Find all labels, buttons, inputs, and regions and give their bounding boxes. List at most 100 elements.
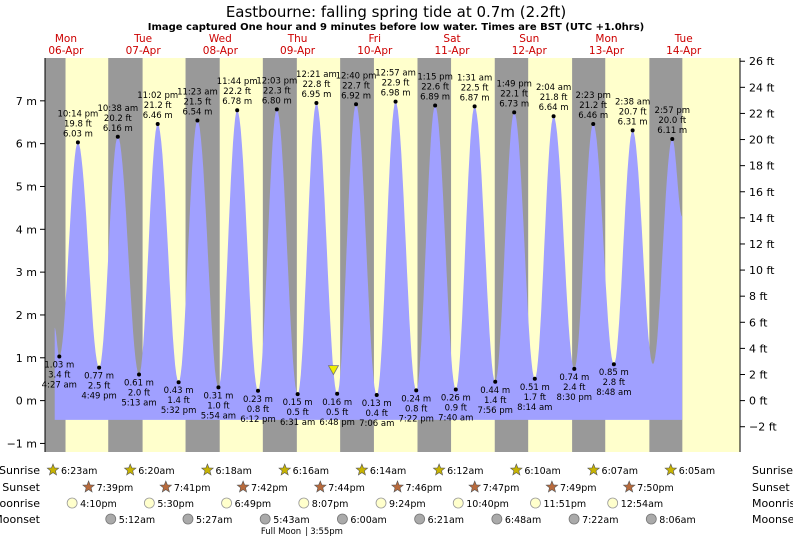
high-tide-label: 12:03 pm <box>256 76 297 86</box>
high-tide-label: 6.11 m <box>657 126 687 136</box>
chart-subtitle: Image captured One hour and 9 minutes be… <box>148 22 645 33</box>
low-tide-label: 0.51 m <box>520 383 550 393</box>
sunrise-star-icon <box>278 463 292 476</box>
low-tide-label: 2.0 ft <box>128 388 151 398</box>
low-tide-point <box>374 393 379 398</box>
sunrise-time: 6:12am <box>447 466 483 477</box>
sunrise-time: 6:23am <box>61 466 97 477</box>
low-tide-point <box>57 354 62 359</box>
left-axis-label: 7 m <box>16 95 37 108</box>
moonrise-icon <box>607 497 619 509</box>
high-tide-label: 6.98 m <box>381 89 411 99</box>
sunset-time: 7:46pm <box>406 483 443 494</box>
low-tide-label: 0.5 ft <box>326 408 349 418</box>
moonset-time: 7:22am <box>582 515 618 526</box>
high-tide-label: 6.78 m <box>222 97 252 107</box>
sunset-time: 7:47pm <box>483 483 520 494</box>
sunrise-star-icon <box>587 463 601 476</box>
sunset-star-icon <box>622 480 636 493</box>
sunset-star-icon <box>313 480 327 493</box>
low-tide-label: 0.9 ft <box>445 403 468 413</box>
right-axis-label: 26 ft <box>749 55 775 68</box>
high-tide-label: 22.2 ft <box>223 87 251 97</box>
high-tide-label: 10:14 pm <box>57 109 98 119</box>
moonrise-time: 12:54am <box>621 499 663 510</box>
moonset-icon <box>645 513 657 525</box>
high-tide-label: 21.2 ft <box>144 101 172 111</box>
right-axis-label: 6 ft <box>749 316 768 329</box>
moonset-icon <box>105 513 117 525</box>
high-tide-point <box>195 118 200 123</box>
low-tide-label: 0.74 m <box>559 373 589 383</box>
day-label-date: 13-Apr <box>589 45 625 57</box>
low-tide-label: 4:27 am <box>42 380 77 390</box>
high-tide-point <box>155 121 160 126</box>
low-tide-label: 7:06 am <box>359 419 394 429</box>
moonrise-time: 6:49pm <box>235 499 272 510</box>
low-tide-label: 0.4 ft <box>366 409 389 419</box>
low-tide-label: 1.4 ft <box>167 396 190 406</box>
high-tide-point <box>354 102 359 107</box>
high-tide-label: 19.8 ft <box>64 119 92 129</box>
low-tide-label: 0.77 m <box>84 372 114 382</box>
day-label-dow: Fri <box>369 33 382 45</box>
low-tide-point <box>176 380 181 385</box>
low-tide-label: 6:31 am <box>280 418 315 428</box>
sunrise-star-icon <box>355 463 369 476</box>
left-axis-label: 5 m <box>16 180 37 193</box>
low-tide-label: 6:12 pm <box>240 415 275 425</box>
moonrise-time: 10:40pm <box>466 499 509 510</box>
high-tide-label: 1:49 pm <box>496 79 531 89</box>
high-tide-label: 11:02 pm <box>137 91 178 101</box>
moonrise-time: 11:51pm <box>543 499 586 510</box>
high-tide-point <box>591 121 596 126</box>
row-label-right: Sunset <box>752 481 790 494</box>
high-tide-label: 6.46 m <box>578 111 608 121</box>
day-labels: Mon06-AprTue07-AprWed08-AprThu09-AprFri1… <box>48 33 702 57</box>
high-tide-point <box>670 136 675 141</box>
high-tide-point <box>472 104 477 109</box>
high-tide-label: 6.92 m <box>341 91 371 101</box>
high-tide-label: 1:31 am <box>457 73 492 83</box>
moonset-icon <box>414 513 426 525</box>
right-axis-label: 18 ft <box>749 160 775 173</box>
day-label-date: 07-Apr <box>126 45 162 57</box>
full-moon-divider: | <box>305 527 308 537</box>
tide-area <box>54 101 683 420</box>
high-tide-label: 21.8 ft <box>540 93 568 103</box>
day-label-date: 06-Apr <box>48 45 84 57</box>
row-label-left: Moonset <box>0 513 41 526</box>
low-tide-label: 1.0 ft <box>207 401 230 411</box>
sunset-time: 7:39pm <box>97 483 134 494</box>
low-tide-label: 5:54 am <box>201 411 236 421</box>
low-tide-label: 8:30 pm <box>557 393 592 403</box>
sunset-star-icon <box>391 480 404 493</box>
left-axis-label: 6 m <box>16 138 37 151</box>
low-tide-label: 1.4 ft <box>484 396 507 406</box>
low-tide-label: 2.5 ft <box>88 382 111 392</box>
day-label-date: 12-Apr <box>512 45 548 57</box>
high-tide-label: 2:04 am <box>536 83 571 93</box>
high-tide-label: 6.87 m <box>460 93 490 103</box>
chart-title: Eastbourne: falling spring tide at 0.7m … <box>226 3 566 21</box>
moonset-time: 6:21am <box>428 515 464 526</box>
low-tide-label: 7:22 pm <box>398 414 433 424</box>
row-label-right: Moonset <box>752 513 793 526</box>
low-tide-label: 0.24 m <box>401 394 431 404</box>
low-tide-label: 5:32 pm <box>161 406 196 416</box>
high-tide-label: 11:44 pm <box>217 77 258 87</box>
sunset-star-icon <box>159 480 173 493</box>
moonrise-icon <box>221 497 232 509</box>
low-tide-point <box>335 391 340 396</box>
high-tide-label: 20.0 ft <box>658 116 686 126</box>
high-tide-point <box>630 128 635 133</box>
low-tide-label: 8:14 am <box>517 403 552 413</box>
low-tide-label: 0.16 m <box>322 398 352 408</box>
moonrise-icon <box>66 497 78 509</box>
low-tide-point <box>611 362 616 367</box>
moonset-icon <box>568 513 580 525</box>
low-tide-label: 2.8 ft <box>603 378 626 388</box>
low-tide-point <box>493 379 498 384</box>
high-tide-label: 6.64 m <box>539 103 569 113</box>
day-label-date: 14-Apr <box>666 45 702 57</box>
